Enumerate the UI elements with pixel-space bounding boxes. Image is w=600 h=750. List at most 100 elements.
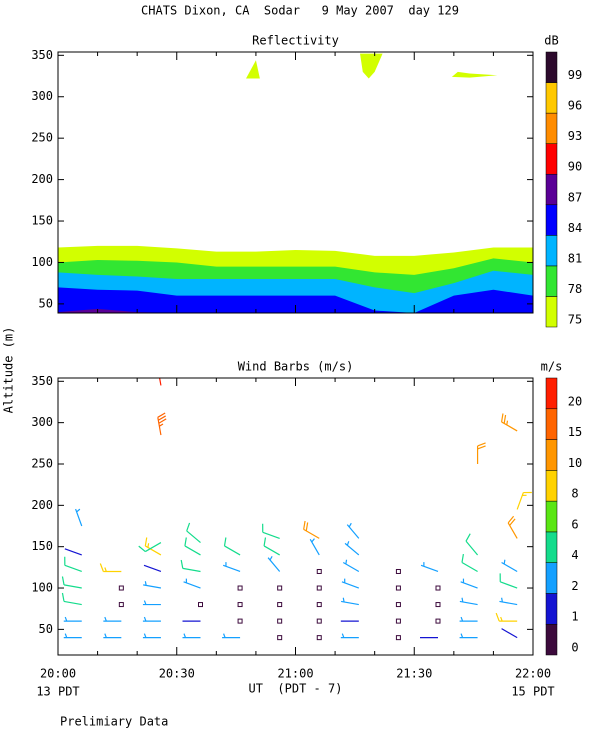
- colorbar-swatch: [545, 112, 558, 144]
- wind-barb: [459, 616, 478, 622]
- calm-marker: [237, 585, 243, 591]
- wind-barb: [341, 578, 360, 589]
- calm-marker: [316, 602, 322, 608]
- wind-barb: [186, 522, 201, 544]
- wind-barb: [344, 541, 360, 556]
- wind-barb: [341, 597, 359, 606]
- panel-title: Reflectivity: [252, 34, 339, 48]
- wind-barb: [460, 578, 478, 589]
- y-tick-label: 250: [31, 131, 53, 145]
- wind-barb: [263, 537, 280, 556]
- wind-barb: [501, 628, 518, 639]
- colorbar-swatch: [545, 408, 558, 440]
- wind-barb: [61, 592, 82, 606]
- colorbar-label: 10: [568, 456, 582, 470]
- colorbar-label: 90: [568, 160, 582, 174]
- colorbar-label: 81: [568, 251, 582, 265]
- wind-barb: [99, 563, 122, 573]
- wind-barb: [420, 562, 439, 573]
- wind-barb: [180, 559, 201, 573]
- panel: Reflectivity 50 100 150 200 250 300 350 75 78 81 84…: [31, 34, 582, 328]
- calm-marker: [237, 602, 243, 608]
- colorbar-label: 1: [571, 610, 578, 624]
- wind-barb: [309, 538, 320, 556]
- calm-marker: [316, 618, 322, 624]
- colorbar-swatch: [545, 500, 558, 533]
- colorbar-swatch: [545, 265, 558, 297]
- wind-barb: [500, 413, 518, 432]
- wind-barb: [499, 597, 518, 606]
- calm-marker: [277, 602, 283, 608]
- x-tick-label: 21:30: [396, 667, 432, 681]
- colorbar-label: 0: [571, 641, 578, 655]
- wind-barb: [465, 533, 479, 556]
- wind-barb: [459, 633, 478, 639]
- colorbar-label: 99: [568, 68, 582, 82]
- wind-barb: [143, 564, 162, 573]
- calm-marker: [435, 602, 441, 608]
- calm-marker: [277, 635, 283, 641]
- wind-barb: [142, 616, 161, 622]
- wind-barb: [516, 491, 532, 510]
- colorbar-swatch: [545, 377, 558, 410]
- y-tick-label: 150: [31, 214, 53, 228]
- wind-barb: [342, 559, 360, 573]
- wind-barb: [103, 616, 122, 622]
- footnote: Prelimiary Data: [60, 715, 168, 729]
- colorbar-swatch: [545, 173, 558, 206]
- colorbar-label: 84: [568, 221, 582, 235]
- wind-barb: [267, 555, 281, 572]
- colorbar-label: 15: [568, 425, 582, 439]
- contour-patch: [246, 60, 260, 79]
- y-tick-label: 100: [31, 581, 53, 595]
- calm-marker: [277, 585, 283, 591]
- calm-marker: [277, 618, 283, 624]
- plot-area: [61, 378, 532, 641]
- y-tick-label: 250: [31, 456, 53, 470]
- calm-marker: [237, 618, 243, 624]
- x-tick-label: 20:00: [40, 667, 76, 681]
- y-tick-label: 50: [39, 622, 53, 636]
- wind-barb: [459, 597, 478, 606]
- y-tick-label: 100: [31, 255, 53, 269]
- calm-marker: [118, 585, 124, 591]
- y-tick-label: 150: [31, 539, 53, 553]
- colorbar-swatch: [545, 562, 558, 594]
- x-tick-label: 20:30: [159, 667, 195, 681]
- colorbar-label: 87: [568, 190, 582, 204]
- wind-barb: [222, 633, 241, 639]
- colorbar-title: dB: [544, 34, 558, 48]
- colorbar-label: 8: [571, 487, 578, 501]
- x-tick-label: 22:00: [515, 667, 551, 681]
- wind-barb: [61, 576, 82, 589]
- colorbar-label: 4: [571, 548, 578, 562]
- colorbar-label: 78: [568, 282, 582, 296]
- colorbar-swatch: [545, 204, 558, 236]
- calm-marker: [316, 635, 322, 641]
- colorbar-swatch: [545, 470, 558, 502]
- wind-barb: [184, 537, 201, 556]
- calm-marker: [118, 602, 124, 608]
- wind-barb: [142, 633, 161, 639]
- calm-marker: [316, 568, 322, 574]
- y-tick-label: 200: [31, 172, 53, 186]
- y-tick-label: 350: [31, 48, 53, 62]
- y-tick-label: 200: [31, 498, 53, 512]
- date-label: 15 PDT: [511, 685, 554, 699]
- colorbar-swatch: [545, 51, 558, 83]
- colorbar-title: m/s: [541, 360, 563, 374]
- calm-marker: [395, 635, 401, 641]
- wind-barb: [262, 523, 280, 539]
- colorbar-label: 2: [571, 579, 578, 593]
- contour-patch: [360, 53, 383, 79]
- wind-barb: [340, 633, 359, 639]
- calm-marker: [395, 568, 401, 574]
- wind-barb: [507, 515, 518, 539]
- wind-barb: [222, 562, 241, 573]
- page-title: CHATS Dixon, CA Sodar 9 May 2007 day 129: [141, 4, 459, 18]
- colorbar-label: 93: [568, 129, 582, 143]
- calm-marker: [435, 618, 441, 624]
- calm-marker: [395, 618, 401, 624]
- wind-barb: [495, 612, 518, 622]
